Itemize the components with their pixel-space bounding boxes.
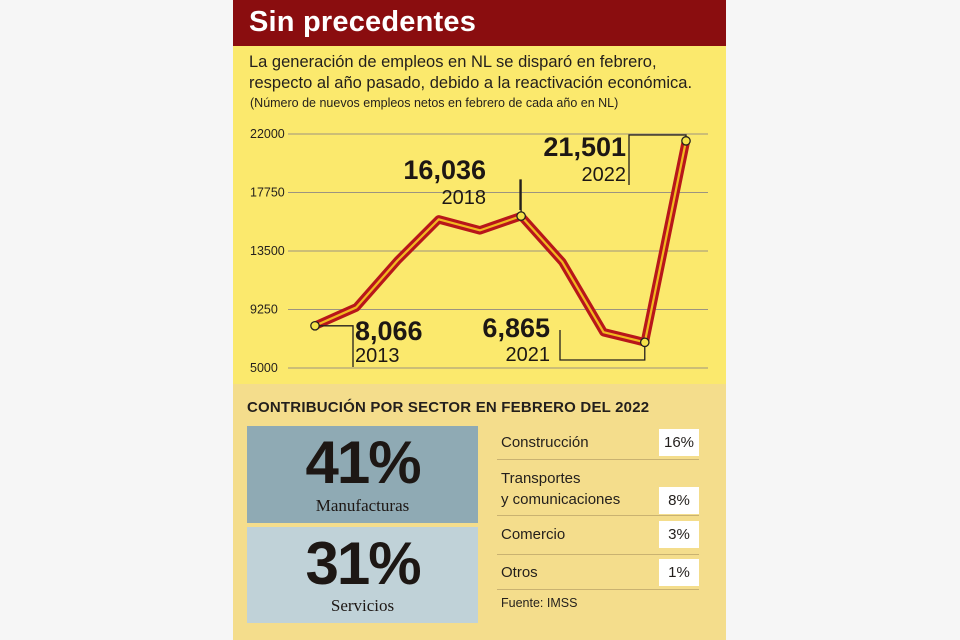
annotation-leader: [559, 330, 646, 361]
chart-title: La generación de empleos en NL se dispar…: [249, 53, 693, 92]
annotation-leader: [315, 325, 354, 367]
data-label: 8,066: [355, 316, 423, 346]
sector-name: y comunicaciones: [501, 491, 621, 508]
annotation-leader: [519, 179, 522, 217]
sector-pct: 31%: [305, 530, 421, 597]
sector-box-servicios: 31% Servicios: [247, 527, 478, 623]
sector-name: Transportes: [501, 470, 581, 487]
y-tick-label: 13500: [250, 244, 285, 258]
page-title: Sin precedentes: [249, 6, 477, 38]
chart-subtitle: (Número de nuevos empleos netos en febre…: [250, 96, 619, 110]
sector-label: Servicios: [330, 596, 395, 615]
year-label: 2018: [442, 187, 487, 209]
sector-row-comercio: Comercio 3%: [497, 515, 699, 555]
data-point: [681, 136, 691, 146]
sector-row-transportes: Transportes y comunicaciones 8%: [497, 459, 699, 516]
sector-pct: 3%: [659, 521, 699, 548]
y-tick-label: 9250: [250, 303, 278, 317]
year-label: 2022: [582, 164, 627, 186]
series-line-inner: [313, 139, 688, 344]
data-label: 21,501: [543, 132, 626, 162]
sector-name: Construcción: [501, 434, 589, 451]
sector-pct: 16%: [659, 429, 699, 456]
sector-box-manufacturas: 41% Manufacturas: [247, 426, 478, 523]
sector-pct: 1%: [659, 559, 699, 586]
line-chart: 500092501350017750220008,066201316,03620…: [250, 127, 708, 375]
sector-pct: 41%: [305, 429, 421, 496]
sector-name: Otros: [501, 564, 538, 581]
year-label: 2013: [355, 345, 400, 367]
sector-row-construccion: Construcción 16%: [497, 426, 699, 460]
data-label: 16,036: [403, 155, 486, 185]
year-label: 2021: [506, 344, 551, 366]
y-tick-label: 17750: [250, 186, 285, 200]
sector-heading: CONTRIBUCIÓN POR SECTOR EN FEBRERO DEL 2…: [247, 399, 650, 416]
sector-pct: 8%: [659, 487, 699, 514]
data-point: [639, 337, 650, 348]
sector-name: Comercio: [501, 526, 566, 543]
data-point: [516, 211, 526, 221]
y-tick-label: 22000: [250, 127, 285, 141]
sector-row-otros: Otros 1%: [497, 554, 699, 590]
sector-label: Manufacturas: [315, 496, 410, 515]
y-tick-label: 5000: [250, 361, 278, 375]
infographic-card: Sin precedentes La generación de empleos…: [233, 0, 726, 640]
data-label: 6,865: [482, 313, 550, 343]
source-note: Fuente: IMSS: [501, 596, 578, 610]
data-point: [310, 320, 320, 331]
